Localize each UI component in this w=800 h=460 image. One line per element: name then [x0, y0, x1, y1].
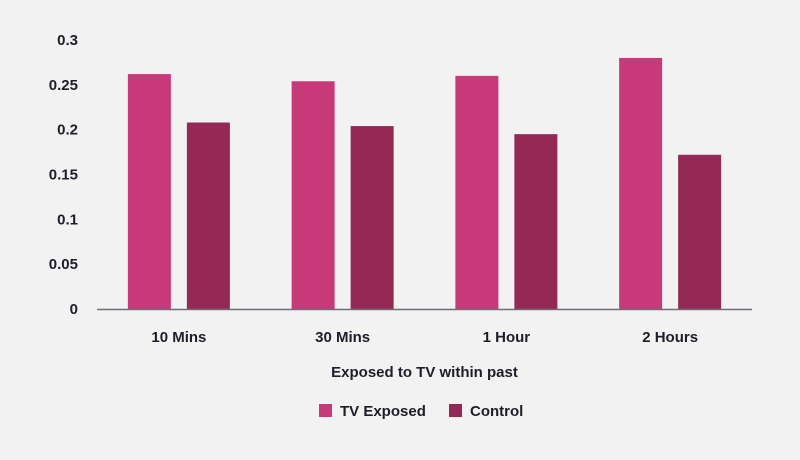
- bar-control: [514, 134, 558, 309]
- y-tick-label: 0.05: [49, 256, 78, 273]
- y-tick-label: 0.3: [57, 32, 78, 49]
- legend-label: TV Exposed: [340, 403, 426, 420]
- x-axis-title: Exposed to TV within past: [331, 364, 518, 381]
- legend-swatch: [319, 404, 332, 417]
- legend-swatch: [449, 404, 462, 417]
- bar-control: [678, 154, 722, 309]
- y-axis-ticks: 0 0.05 0.1 0.15 0.2 0.25 0.3: [49, 32, 78, 318]
- bar-tv-exposed: [291, 81, 335, 309]
- bar-tv-exposed: [455, 75, 499, 309]
- x-axis-categories: 10 Mins 30 Mins 1 Hour 2 Hours: [151, 329, 698, 346]
- bar-control: [350, 126, 394, 309]
- bars-group: [127, 57, 722, 309]
- y-tick-label: 0.15: [49, 167, 78, 184]
- y-tick-label: 0.25: [49, 77, 78, 94]
- x-category-label: 2 Hours: [642, 329, 698, 346]
- x-category-label: 30 Mins: [315, 329, 370, 346]
- x-category-label: 1 Hour: [483, 329, 531, 346]
- legend: TV Exposed Control: [319, 403, 523, 420]
- bar-tv-exposed: [127, 74, 171, 309]
- x-category-label: 10 Mins: [151, 329, 206, 346]
- legend-label: Control: [470, 403, 523, 420]
- bar-tv-exposed: [619, 57, 663, 309]
- bar-control: [186, 122, 230, 309]
- y-tick-label: 0: [70, 301, 78, 318]
- y-tick-label: 0.1: [57, 211, 78, 228]
- y-tick-label: 0.2: [57, 122, 78, 139]
